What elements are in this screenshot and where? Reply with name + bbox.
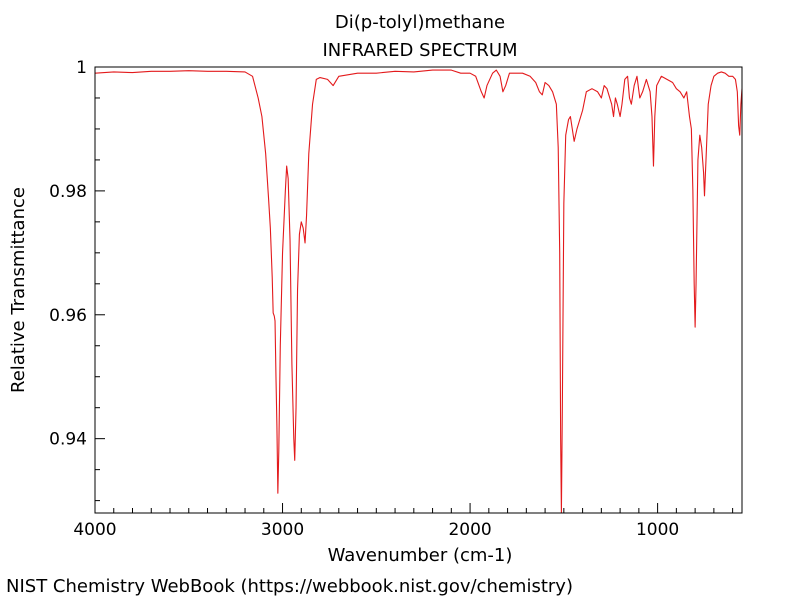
source-credit: NIST Chemistry WebBook (https://webbook.…: [6, 576, 573, 597]
x-tick-label: 1000: [636, 520, 679, 540]
plot-frame: [94, 66, 743, 514]
chart-subtitle: INFRARED SPECTRUM: [322, 40, 517, 61]
chart-title: Di(p-tolyl)methane: [335, 12, 505, 33]
y-tick-label: 1: [76, 58, 87, 78]
spectrum-line-0: [95, 69, 742, 513]
axis-ticks: 4000 3000 2000 1000 1 0.98 0.96 0.94: [49, 58, 734, 540]
y-tick-label: 0.98: [49, 182, 87, 202]
x-tick-label: 2000: [448, 520, 491, 540]
y-tick-label: 0.96: [49, 306, 87, 326]
y-tick-label: 0.94: [49, 430, 87, 450]
y-axis-label: Relative Transmittance: [8, 187, 29, 393]
plot-area: [95, 69, 742, 513]
x-axis-label: Wavenumber (cm-1): [328, 545, 513, 566]
x-tick-label: 4000: [73, 520, 116, 540]
x-tick-label: 3000: [261, 520, 304, 540]
